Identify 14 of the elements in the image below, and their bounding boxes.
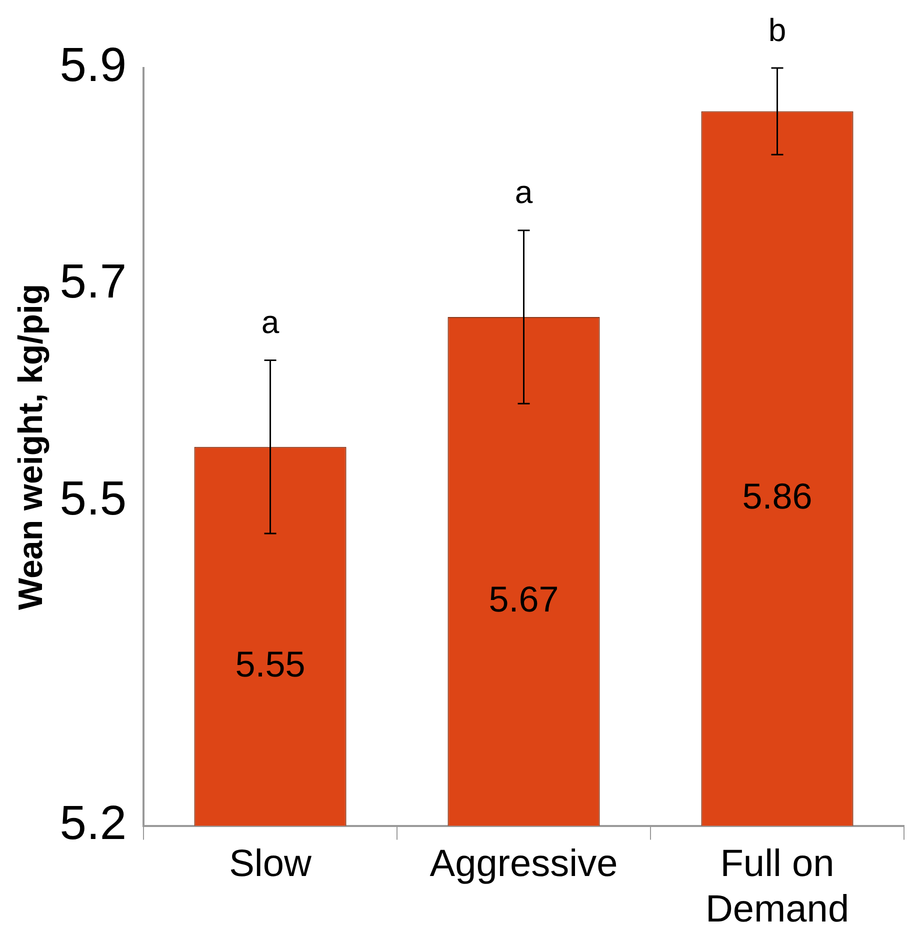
data-label: 5.55 [235, 643, 306, 684]
y-axis-title: Wean weight, kg/pig [12, 284, 50, 610]
data-label: 5.67 [488, 578, 559, 620]
data-label: 5.86 [742, 475, 812, 516]
y-tick-label: 5.9 [60, 39, 127, 92]
y-tick-label: 5.7 [60, 256, 127, 309]
x-tick-label: Aggressive [430, 843, 618, 886]
y-tick-label: 5.2 [60, 797, 127, 850]
annotation: a [261, 304, 280, 340]
annotation: b [768, 12, 786, 48]
y-tick-label: 5.5 [60, 472, 127, 526]
annotation: a [514, 174, 533, 210]
x-tick-label: Slow [229, 843, 312, 886]
x-tick-label: Full on Demand [705, 843, 850, 931]
